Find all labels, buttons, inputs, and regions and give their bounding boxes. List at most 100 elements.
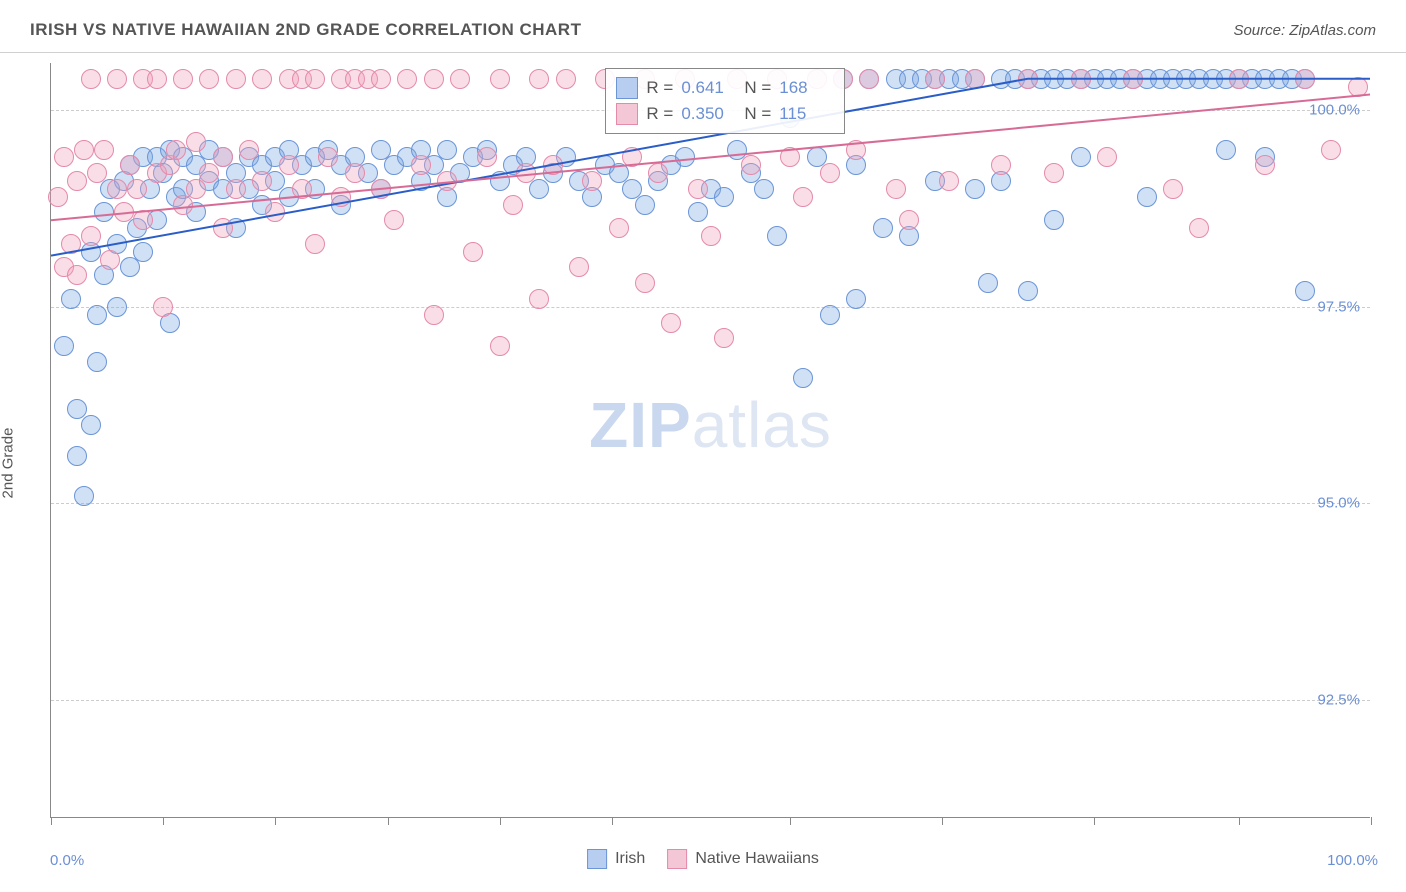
scatter-point <box>107 297 127 317</box>
x-tick <box>790 817 791 825</box>
trend-lines <box>51 63 1370 817</box>
scatter-point <box>899 210 919 230</box>
scatter-point <box>529 69 549 89</box>
scatter-point <box>1163 179 1183 199</box>
y-tick-label: 100.0% <box>1309 102 1360 119</box>
stats-row: R = 0.641N = 168 <box>616 75 834 101</box>
scatter-point <box>1071 69 1091 89</box>
scatter-point <box>939 171 959 191</box>
x-tick <box>163 817 164 825</box>
x-axis-min-label: 0.0% <box>50 852 84 869</box>
scatter-point <box>635 273 655 293</box>
chart-header: IRISH VS NATIVE HAWAIIAN 2ND GRADE CORRE… <box>0 0 1406 53</box>
scatter-point <box>67 446 87 466</box>
scatter-point <box>859 69 879 89</box>
x-tick <box>612 817 613 825</box>
scatter-point <box>239 140 259 160</box>
scatter-plot: ZIPatlas 100.0%97.5%95.0%92.5%R = 0.641N… <box>50 63 1370 818</box>
scatter-point <box>67 265 87 285</box>
scatter-point <box>107 179 127 199</box>
y-axis-label: 2nd Grade <box>0 428 17 499</box>
x-tick <box>1239 817 1240 825</box>
stats-row: R = 0.350N = 115 <box>616 101 834 127</box>
legend-item: Irish <box>587 849 645 869</box>
legend-swatch <box>587 849 607 869</box>
scatter-point <box>331 187 351 207</box>
scatter-point <box>556 69 576 89</box>
scatter-point <box>1018 281 1038 301</box>
scatter-point <box>437 140 457 160</box>
scatter-point <box>318 147 338 167</box>
scatter-point <box>87 163 107 183</box>
scatter-point <box>107 69 127 89</box>
scatter-point <box>279 155 299 175</box>
scatter-point <box>213 218 233 238</box>
scatter-point <box>569 257 589 277</box>
x-tick <box>500 817 501 825</box>
scatter-point <box>1123 69 1143 89</box>
gridline <box>51 700 1370 701</box>
y-tick-label: 95.0% <box>1317 495 1360 512</box>
gridline <box>51 503 1370 504</box>
chart-title: IRISH VS NATIVE HAWAIIAN 2ND GRADE CORRE… <box>30 20 581 40</box>
scatter-point <box>173 195 193 215</box>
scatter-point <box>252 171 272 191</box>
scatter-point <box>305 234 325 254</box>
scatter-point <box>490 69 510 89</box>
scatter-point <box>688 202 708 222</box>
scatter-point <box>543 155 563 175</box>
scatter-point <box>345 163 365 183</box>
gridline <box>51 307 1370 308</box>
scatter-point <box>991 155 1011 175</box>
scatter-point <box>265 202 285 222</box>
source-label: Source: ZipAtlas.com <box>1233 22 1376 39</box>
scatter-point <box>1044 210 1064 230</box>
scatter-point <box>793 187 813 207</box>
scatter-point <box>820 305 840 325</box>
scatter-point <box>1044 163 1064 183</box>
scatter-point <box>81 415 101 435</box>
scatter-point <box>74 140 94 160</box>
scatter-point <box>371 179 391 199</box>
scatter-point <box>648 163 668 183</box>
x-tick <box>51 817 52 825</box>
scatter-point <box>846 140 866 160</box>
scatter-point <box>582 171 602 191</box>
scatter-point <box>1295 69 1315 89</box>
scatter-point <box>147 69 167 89</box>
scatter-point <box>424 69 444 89</box>
x-tick <box>275 817 276 825</box>
scatter-point <box>450 69 470 89</box>
scatter-point <box>886 179 906 199</box>
x-tick <box>1371 817 1372 825</box>
legend-label: Native Hawaiians <box>695 850 819 868</box>
scatter-point <box>846 289 866 309</box>
scatter-point <box>477 147 497 167</box>
scatter-point <box>186 179 206 199</box>
scatter-point <box>965 69 985 89</box>
scatter-point <box>1018 69 1038 89</box>
stats-box: R = 0.641N = 168R = 0.350N = 115 <box>605 68 845 134</box>
scatter-point <box>780 147 800 167</box>
scatter-point <box>411 155 431 175</box>
scatter-point <box>94 140 114 160</box>
scatter-point <box>1295 281 1315 301</box>
series-swatch <box>616 77 638 99</box>
scatter-point <box>120 155 140 175</box>
scatter-point <box>503 195 523 215</box>
scatter-point <box>1097 147 1117 167</box>
scatter-point <box>741 155 761 175</box>
scatter-point <box>688 179 708 199</box>
x-axis-max-label: 100.0% <box>1327 852 1378 869</box>
scatter-point <box>81 69 101 89</box>
scatter-point <box>226 69 246 89</box>
scatter-point <box>54 336 74 356</box>
scatter-point <box>463 242 483 262</box>
scatter-point <box>965 179 985 199</box>
scatter-point <box>100 250 120 270</box>
scatter-point <box>54 147 74 167</box>
scatter-point <box>153 297 173 317</box>
scatter-point <box>1348 77 1368 97</box>
scatter-point <box>1071 147 1091 167</box>
legend-label: Irish <box>615 850 645 868</box>
